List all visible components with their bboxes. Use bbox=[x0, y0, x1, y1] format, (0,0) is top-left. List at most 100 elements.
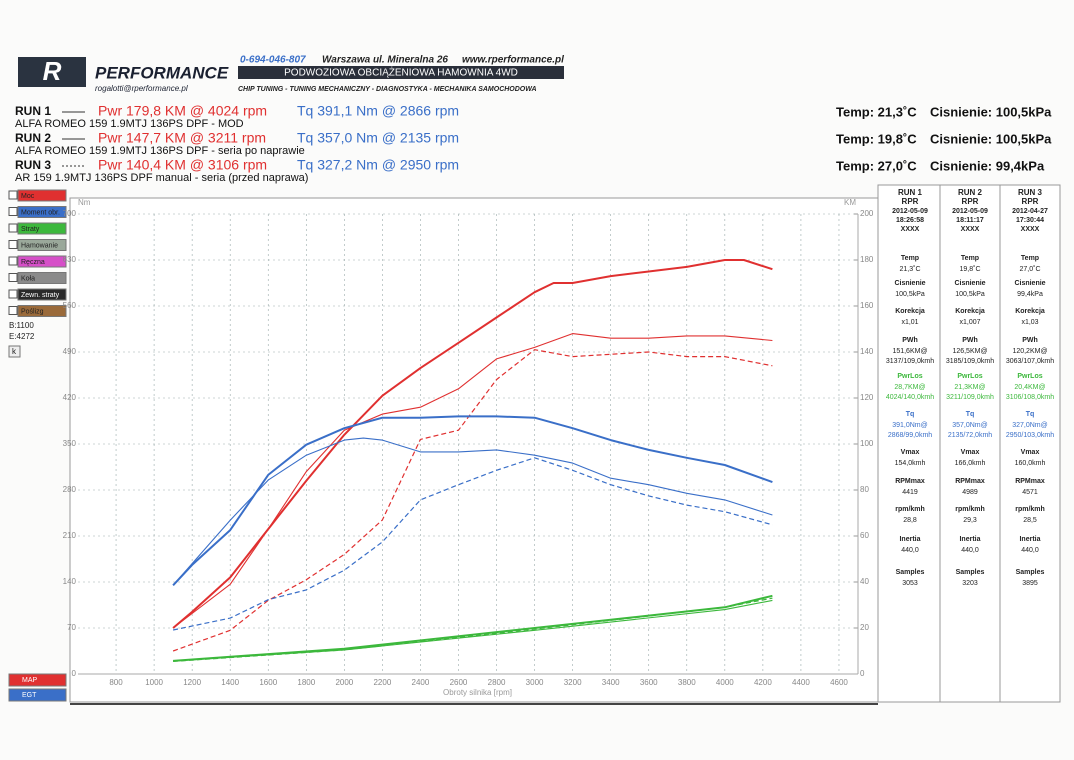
run-label: RUN 2 bbox=[15, 131, 51, 145]
table-header: 17:30:44 bbox=[1016, 217, 1044, 224]
table-row-label: Samples bbox=[956, 569, 985, 576]
table-value: 160,0kmh bbox=[1015, 460, 1046, 467]
legend-label: Koła bbox=[21, 275, 35, 282]
table-value: 27,0˚C bbox=[1019, 265, 1040, 273]
y-tick-label: 560 bbox=[63, 301, 77, 310]
logo-box bbox=[18, 57, 86, 87]
x-tick-label: 2000 bbox=[335, 678, 353, 687]
web: www.rperformance.pl bbox=[462, 55, 564, 66]
table-value: 3203 bbox=[962, 580, 978, 587]
legend-label: Moc bbox=[21, 193, 35, 200]
legend-label: MAP bbox=[22, 677, 38, 684]
table-value: x1,007 bbox=[959, 319, 980, 326]
logo-letter: R bbox=[43, 56, 62, 86]
table-row-label: Inertia bbox=[1019, 536, 1040, 543]
range-begin: B:1100 bbox=[9, 321, 34, 330]
table-row-label: Cisnienie bbox=[954, 280, 985, 287]
table-value: 99,4kPa bbox=[1017, 291, 1043, 298]
legend-swatch bbox=[8, 688, 67, 702]
table-value: 3106/108,0kmh bbox=[1006, 394, 1054, 401]
table-value: 440,0 bbox=[901, 547, 919, 554]
table-row-label: Vmax bbox=[901, 449, 920, 456]
table-row-label: Samples bbox=[896, 569, 925, 576]
table-header: 2012-05-09 bbox=[892, 208, 928, 215]
table-row-label: Cisnienie bbox=[1014, 280, 1045, 287]
x-tick-label: 2400 bbox=[412, 678, 430, 687]
legend-label: Poślizg bbox=[21, 308, 44, 315]
x-tick-label: 800 bbox=[109, 678, 123, 687]
tagline: CHIP TUNING - TUNING MECHANICZNY - DIAGN… bbox=[238, 86, 537, 93]
y-axis-label: Nm bbox=[78, 198, 91, 207]
banner bbox=[238, 66, 564, 79]
table-value: 3063/107,0kmh bbox=[1006, 358, 1054, 365]
table-row-label: rpm/kmh bbox=[895, 506, 925, 513]
table-row-label: PwrLos bbox=[897, 373, 922, 380]
table-value: 440,0 bbox=[1021, 547, 1039, 554]
table-value: 2135/72,0kmh bbox=[948, 432, 992, 439]
table-value: 28,7KM@ bbox=[894, 384, 925, 391]
legend-swatch bbox=[17, 189, 67, 202]
table-header: RPR bbox=[1022, 197, 1039, 206]
table-row-label: RPMmax bbox=[955, 478, 985, 485]
table-row-label: Korekcja bbox=[895, 308, 925, 315]
table-value: 28,5 bbox=[1023, 517, 1037, 524]
run-torque: Tq 357,0 Nm @ 2135 rpm bbox=[297, 130, 459, 146]
checkbox bbox=[8, 207, 18, 216]
x-tick-label: 4600 bbox=[830, 678, 848, 687]
table-value: 120,2KM@ bbox=[1012, 348, 1047, 355]
run-temp: Temp: 27,0˚C bbox=[836, 158, 917, 173]
y2-tick-label: 100 bbox=[860, 439, 874, 448]
checkbox bbox=[8, 289, 18, 299]
table-value: 100,5kPa bbox=[955, 291, 985, 298]
series-line bbox=[172, 349, 773, 652]
table-row-label: Temp bbox=[1021, 255, 1039, 262]
x-tick-label: 2800 bbox=[488, 678, 506, 687]
chart-frame bbox=[69, 197, 879, 703]
legend-label: Hamowanie bbox=[21, 242, 58, 249]
table-value: 3895 bbox=[1022, 580, 1038, 587]
x-tick-label: 3800 bbox=[678, 678, 696, 687]
table-value: 28,8 bbox=[903, 517, 917, 524]
table-value: 151,6KM@ bbox=[892, 348, 927, 355]
x-tick-label: 4400 bbox=[792, 678, 810, 687]
table-header: RUN 2 bbox=[958, 188, 983, 197]
table-value: 166,0kmh bbox=[955, 460, 986, 467]
table-value: x1,03 bbox=[1021, 319, 1038, 326]
table-row-label: PwrLos bbox=[957, 373, 982, 380]
run-torque: Tq 391,1 Nm @ 2866 rpm bbox=[297, 103, 459, 119]
k-label: k bbox=[12, 347, 17, 356]
table-header: 2012-05-09 bbox=[952, 208, 988, 215]
table-value: 126,5KM@ bbox=[952, 348, 987, 355]
legend-swatch bbox=[17, 239, 67, 251]
table-value: 4989 bbox=[962, 489, 978, 496]
series-line bbox=[172, 333, 773, 629]
x-tick-label: 3600 bbox=[640, 678, 658, 687]
table-value: 21,3˚C bbox=[899, 265, 920, 273]
table-value: 21,3KM@ bbox=[954, 384, 985, 391]
checkbox bbox=[8, 256, 18, 266]
table-header: 18:11:17 bbox=[956, 217, 984, 224]
legend-swatch bbox=[17, 305, 67, 317]
y2-axis-label: KM bbox=[844, 198, 856, 207]
table-header: RPR bbox=[902, 197, 919, 206]
table-value: 3185/109,0kmh bbox=[946, 358, 994, 365]
table-value: 391,0Nm@ bbox=[892, 422, 928, 429]
table-row-label: Tq bbox=[906, 411, 915, 418]
legend-swatch bbox=[17, 206, 67, 218]
y2-tick-label: 140 bbox=[860, 347, 874, 356]
y2-tick-label: 80 bbox=[860, 485, 869, 494]
table-value: 19,8˚C bbox=[959, 265, 980, 273]
table-value: x1,01 bbox=[901, 319, 918, 326]
series-line bbox=[173, 594, 773, 662]
legend-label: Zewn. straty bbox=[21, 292, 60, 299]
x-tick-label: 1600 bbox=[259, 678, 277, 687]
run-power: Pwr 147,7 KM @ 3211 rpm bbox=[98, 130, 266, 146]
logo-text: PERFORMANCE bbox=[95, 63, 229, 82]
legend-label: EGT bbox=[22, 692, 37, 699]
legend-label: Ręczna bbox=[21, 259, 45, 266]
address: Warszawa ul. Mineralna 26 bbox=[322, 55, 448, 66]
table-value: 20,4KM@ bbox=[1014, 384, 1045, 391]
table-row-label: RPMmax bbox=[895, 478, 925, 485]
table-value: 100,5kPa bbox=[895, 291, 925, 298]
legend-swatch bbox=[8, 673, 67, 687]
